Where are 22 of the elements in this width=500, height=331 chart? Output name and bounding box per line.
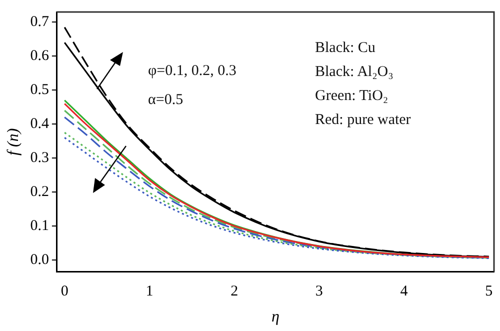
y-tick-label: 0.6	[30, 48, 50, 64]
x-tick-label: 5	[485, 284, 493, 300]
x-tick-label: 4	[400, 284, 408, 300]
annotation: α=0.5	[148, 92, 184, 109]
x-axis-title: η	[272, 308, 280, 326]
annotation: Black: Al₂O₃	[315, 64, 394, 81]
y-tick-label: 0.5	[30, 82, 49, 98]
annotation: Black: Cu	[315, 40, 376, 57]
annotation: Red: pure water	[315, 112, 411, 129]
annotation: φ=0.1, 0.2, 0.3	[148, 63, 236, 80]
y-tick-label: 0.7	[30, 14, 50, 30]
x-tick-label: 3	[315, 284, 323, 300]
y-axis-title: f (n)	[4, 128, 22, 156]
x-tick-label: 0	[60, 284, 68, 300]
y-tick-label: 0.3	[30, 150, 49, 166]
x-tick-label: 1	[146, 284, 154, 300]
y-tick-label: 0.2	[30, 184, 49, 200]
y-tick-label: 0.0	[30, 252, 49, 268]
x-tick-label: 2	[230, 284, 238, 300]
y-tick-label: 0.1	[30, 218, 49, 234]
annotation: Green: TiO₂	[315, 88, 388, 105]
y-tick-label: 0.4	[30, 116, 50, 132]
